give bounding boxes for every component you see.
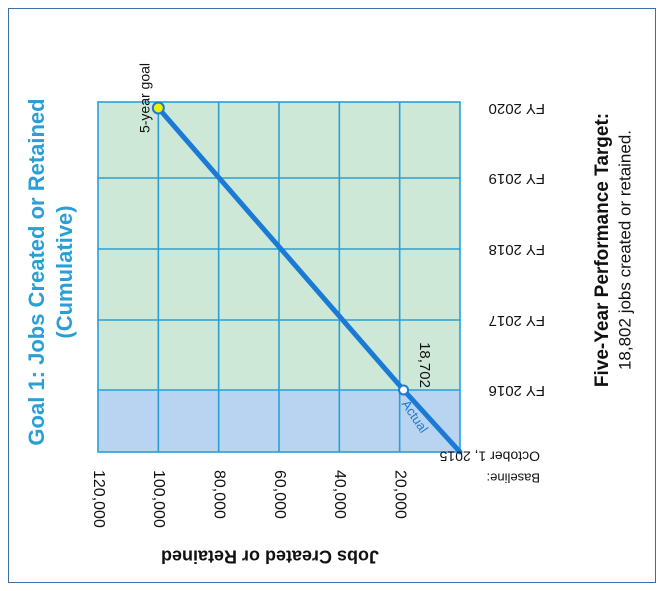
actual-data-point (398, 384, 410, 396)
y-tick-label-0: 120,000 (90, 470, 107, 528)
actual-series-line (401, 387, 463, 455)
x-tick-label-0: Baseline: (487, 471, 540, 486)
y-axis-label: Jobs Created or Retained (161, 546, 379, 566)
plot-border (97, 101, 461, 453)
x-tick-label-6: FY 2020 (489, 100, 545, 117)
target-text: 18,802 jobs created or retained. (615, 130, 634, 370)
target-heading: Five-Year Performance Target: (592, 113, 613, 387)
goal-data-point (151, 101, 165, 115)
x-tick-labels: Baseline: October 1, 2015 FY 2016 FY 2017 FY… (439, 100, 545, 486)
goal-label: 5-year goal (137, 63, 153, 133)
y-tick-label-4: 40,000 (331, 470, 348, 519)
chart-title: Goal 1: Jobs Created or Retained (24, 98, 49, 445)
x-tick-label-2: FY 2016 (489, 382, 545, 399)
chart-frame (8, 8, 656, 583)
y-tick-label-1: 100,000 (150, 470, 167, 528)
x-tick-label-3: FY 2017 (489, 312, 545, 329)
x-tick-label-1: October 1, 2015 (439, 448, 540, 464)
y-tick-label-3: 60,000 (271, 470, 288, 519)
y-tick-labels: 120,000 100,000 80,000 60,000 40,000 20,000 (90, 470, 409, 528)
y-tick-label-5: 20,000 (391, 470, 408, 519)
x-tick-label-5: FY 2019 (489, 170, 545, 187)
y-tick-label-2: 80,000 (210, 470, 227, 519)
actual-value-label: 18,702 (416, 342, 433, 388)
goal-series-line (155, 105, 407, 393)
chart-subtitle: (Cumulative) (52, 205, 77, 338)
x-tick-label-4: FY 2018 (489, 241, 545, 258)
